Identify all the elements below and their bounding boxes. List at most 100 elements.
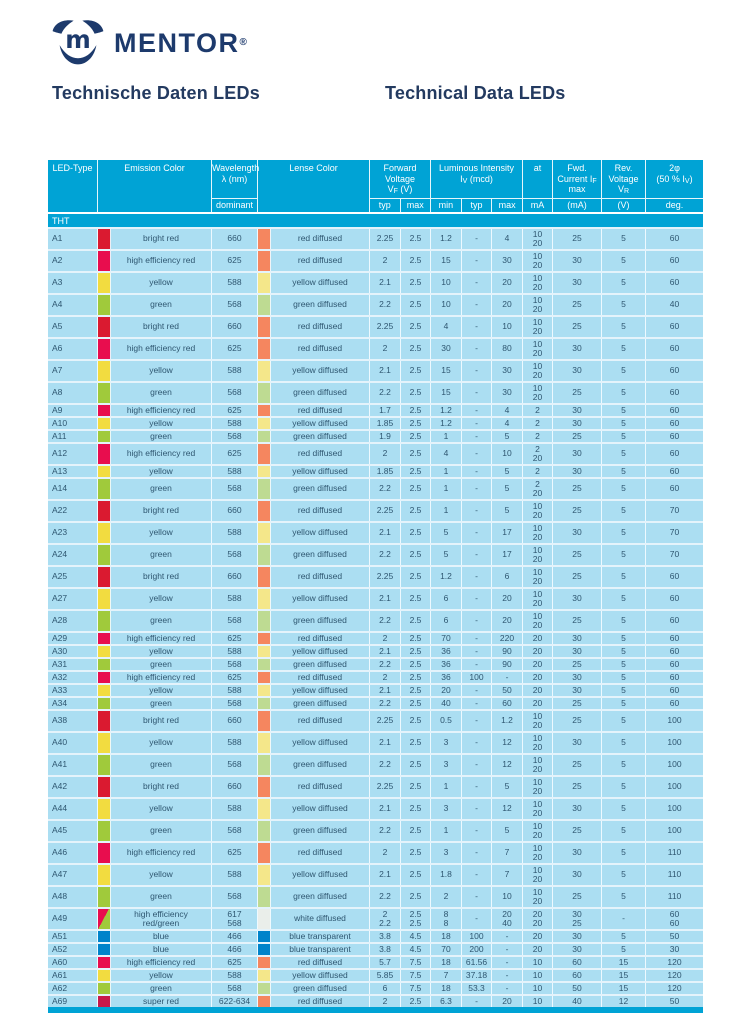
- table-row: A11 green 568 green diffused 1.9 2.5 1-5 2 25 5 60: [48, 430, 703, 442]
- rev-voltage-cell: 15: [602, 969, 646, 981]
- vf-typ-cell: 3.8: [370, 930, 401, 942]
- wavelength-cell: 625: [212, 338, 258, 359]
- iv-max-cell: 4: [492, 404, 523, 416]
- iv-min-cell: 3: [431, 732, 462, 753]
- led-type-cell: A13: [48, 465, 98, 477]
- angle-cell: 60: [646, 272, 703, 293]
- led-type-cell: A5: [48, 316, 98, 337]
- fwd-current-cell: 30: [553, 272, 602, 293]
- lense-color-swatch: [258, 338, 271, 359]
- wavelength-cell: 568: [212, 382, 258, 403]
- header-iv-typ: typ: [460, 199, 492, 212]
- wavelength-cell: 466: [212, 943, 258, 955]
- wavelength-cell: 466: [212, 930, 258, 942]
- lense-color-cell: green diffused: [271, 658, 370, 670]
- emission-color-cell: green: [111, 294, 212, 315]
- table-row: A33 yellow 588 yellow diffused 2.1 2.5 20-50 20…: [48, 684, 703, 696]
- iv-min-cell: 70: [431, 632, 462, 644]
- at-cell: 10: [523, 956, 553, 968]
- iv-max-cell: 5: [492, 430, 523, 442]
- iv-min-cell: 40: [431, 697, 462, 709]
- table-row: A38 bright red 660 red diffused 2.25 2.5 0.5-1…: [48, 710, 703, 731]
- vf-typ-cell: 2: [370, 671, 401, 683]
- emission-color-swatch: [98, 820, 111, 841]
- fwd-current-cell: 25: [553, 820, 602, 841]
- header-emission-color: Emission Color: [98, 160, 212, 212]
- at-cell: 10 20: [523, 316, 553, 337]
- header-iv-max: max: [491, 199, 522, 212]
- vf-max-cell: 2.5: [401, 697, 431, 709]
- iv-max-cell: 90: [492, 645, 523, 657]
- emission-color-cell: super red: [111, 995, 212, 1007]
- at-cell: 2: [523, 404, 553, 416]
- iv-max-cell: 10: [492, 886, 523, 907]
- iv-max-cell: 5: [492, 776, 523, 797]
- lense-color-swatch: [258, 864, 271, 885]
- vf-typ-cell: 3.8: [370, 943, 401, 955]
- wavelength-cell: 622-634: [212, 995, 258, 1007]
- header-lense-label: Lense Color: [289, 163, 338, 173]
- fwd-current-cell: 60: [553, 969, 602, 981]
- rev-voltage-cell: 5: [602, 443, 646, 464]
- emission-color-swatch: [98, 684, 111, 696]
- lense-color-cell: red diffused: [271, 250, 370, 271]
- vf-max-cell: 7.5: [401, 982, 431, 994]
- at-cell: 20: [523, 645, 553, 657]
- table-row: A2 high efficiency red 625 red diffused 2 2.5…: [48, 250, 703, 271]
- wavelength-cell: 625: [212, 842, 258, 863]
- iv-min-cell: 1.2: [431, 228, 462, 249]
- header-vf-typ: typ: [378, 200, 391, 211]
- emission-color-swatch: [98, 478, 111, 499]
- iv-min-cell: 36: [431, 658, 462, 670]
- wavelength-cell: 568: [212, 886, 258, 907]
- vf-max-cell: 2.5: [401, 382, 431, 403]
- vf-typ-cell: 2.2: [370, 294, 401, 315]
- rev-voltage-cell: 5: [602, 645, 646, 657]
- rev-voltage-cell: 5: [602, 228, 646, 249]
- emission-color-swatch: [98, 995, 111, 1007]
- vf-typ-cell: 2.1: [370, 272, 401, 293]
- at-cell: 2 20: [523, 443, 553, 464]
- emission-color-cell: blue: [111, 943, 212, 955]
- angle-cell: 120: [646, 969, 703, 981]
- iv-max-cell: -: [492, 969, 523, 981]
- table-row: A12 high efficiency red 625 red diffused 2 2.…: [48, 443, 703, 464]
- iv-typ-cell: -: [462, 316, 492, 337]
- lense-color-swatch: [258, 645, 271, 657]
- led-type-cell: A42: [48, 776, 98, 797]
- table-row: A40 yellow 588 yellow diffused 2.1 2.5 3-12 10 …: [48, 732, 703, 753]
- led-type-cell: A52: [48, 943, 98, 955]
- section-band-tht: THT: [48, 212, 703, 227]
- angle-cell: 120: [646, 956, 703, 968]
- vf-max-cell: 2.5: [401, 228, 431, 249]
- lense-color-swatch: [258, 982, 271, 994]
- iv-max-cell: 30: [492, 382, 523, 403]
- emission-color-cell: green: [111, 886, 212, 907]
- svg-text:m: m: [65, 25, 91, 54]
- vf-typ-cell: 1.85: [370, 465, 401, 477]
- table-row: A25 bright red 660 red diffused 2.25 2.5 1.2-6…: [48, 566, 703, 587]
- fwd-current-cell: 25: [553, 500, 602, 521]
- iv-typ-cell: -: [462, 465, 492, 477]
- iv-min-cell: 36: [431, 671, 462, 683]
- emission-color-swatch: [98, 382, 111, 403]
- iv-min-cell: 4: [431, 443, 462, 464]
- vf-typ-cell: 2 2.2: [370, 908, 401, 929]
- lense-color-swatch: [258, 798, 271, 819]
- lense-color-swatch: [258, 908, 271, 929]
- iv-min-cell: 7: [431, 969, 462, 981]
- emission-color-cell: yellow: [111, 465, 212, 477]
- emission-color-swatch: [98, 228, 111, 249]
- wavelength-cell: 588: [212, 864, 258, 885]
- wavelength-cell: 588: [212, 522, 258, 543]
- at-cell: 20: [523, 684, 553, 696]
- lense-color-cell: green diffused: [271, 294, 370, 315]
- fwd-current-cell: 30: [553, 632, 602, 644]
- vf-typ-cell: 2.1: [370, 645, 401, 657]
- wavelength-cell: 625: [212, 956, 258, 968]
- emission-color-cell: bright red: [111, 776, 212, 797]
- iv-max-cell: 10: [492, 443, 523, 464]
- at-cell: 10 20: [523, 360, 553, 381]
- angle-cell: 70: [646, 522, 703, 543]
